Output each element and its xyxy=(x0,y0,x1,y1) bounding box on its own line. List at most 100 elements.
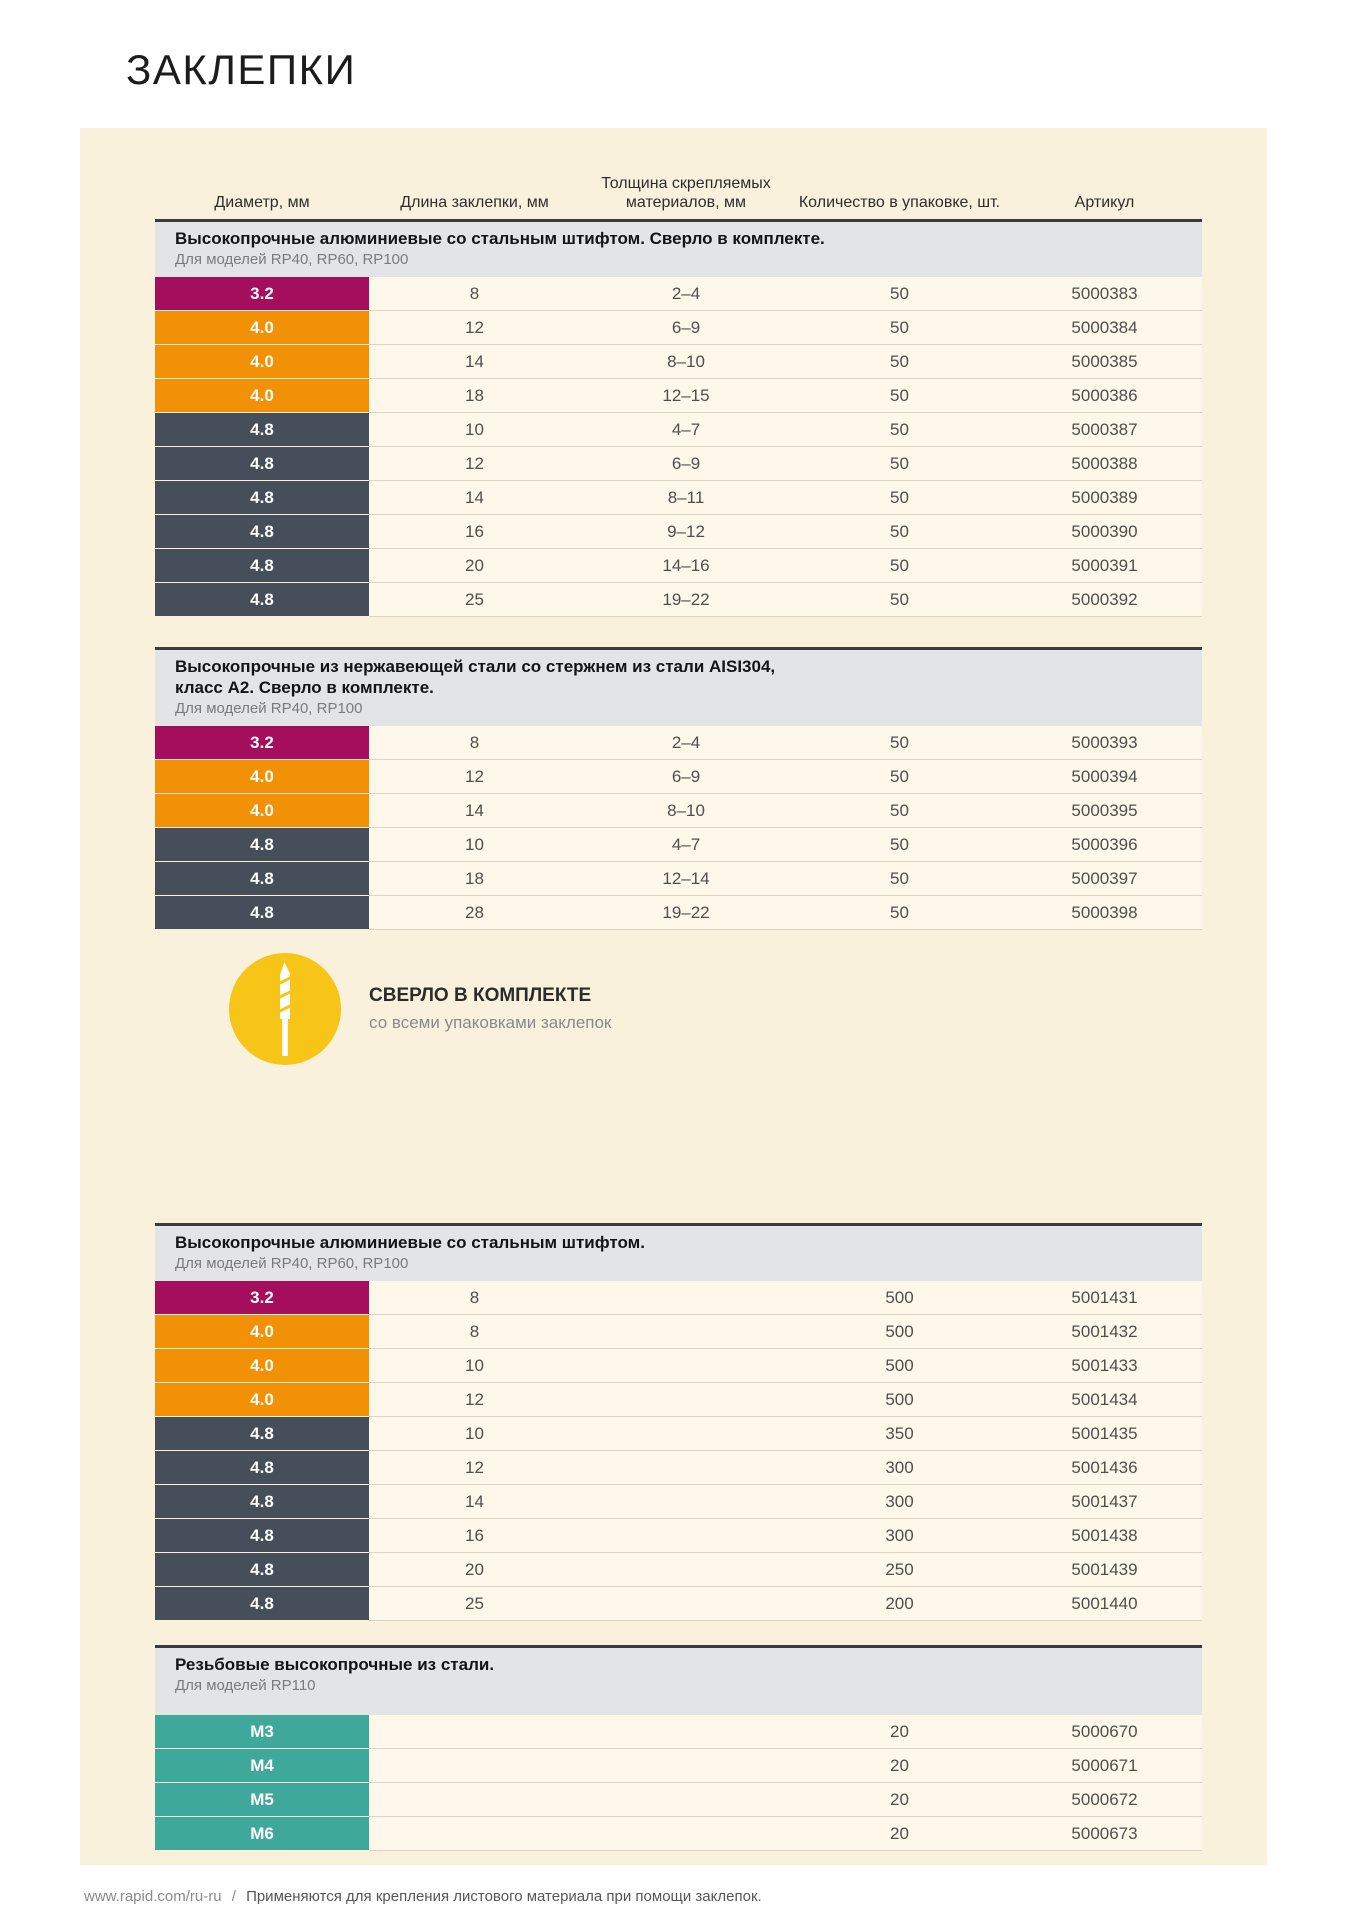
length-cell: 14 xyxy=(369,345,580,379)
length-cell: 14 xyxy=(369,1485,580,1519)
footer-note: Применяются для крепления листового мате… xyxy=(246,1888,762,1905)
section-title: Резьбовые высокопрочные из стали. xyxy=(175,1655,495,1674)
quantity-cell: 50 xyxy=(792,726,1007,760)
length-cell: 20 xyxy=(369,1553,580,1587)
diameter-cell: 3.2 xyxy=(155,277,369,311)
quantity-cell: 500 xyxy=(792,1383,1007,1417)
article-cell: 5000392 xyxy=(1007,583,1202,617)
quantity-cell: 50 xyxy=(792,583,1007,617)
length-cell: 16 xyxy=(369,1519,580,1553)
article-cell: 5000386 xyxy=(1007,379,1202,413)
thickness-cell xyxy=(580,1349,792,1383)
table-row: 4.8 18 12–14 50 5000397 xyxy=(155,862,1202,896)
table-row: 4.8 12 6–9 50 5000388 xyxy=(155,447,1202,481)
thickness-cell: 12–14 xyxy=(580,862,792,896)
diameter-cell: 4.0 xyxy=(155,1315,369,1349)
thickness-cell xyxy=(580,1485,792,1519)
diameter-cell: 4.0 xyxy=(155,1383,369,1417)
section-header-band: Высокопрочные алюминиевые со стальным шт… xyxy=(155,219,1202,277)
table-row: 4.0 18 12–15 50 5000386 xyxy=(155,379,1202,413)
table-row: 4.8 10 4–7 50 5000396 xyxy=(155,828,1202,862)
table-row: M4 20 5000671 xyxy=(155,1749,1202,1783)
diameter-cell: 4.0 xyxy=(155,345,369,379)
diameter-cell: 4.8 xyxy=(155,1587,369,1621)
thickness-cell: 8–10 xyxy=(580,345,792,379)
table-row: 4.0 14 8–10 50 5000395 xyxy=(155,794,1202,828)
article-cell: 5001440 xyxy=(1007,1587,1202,1621)
length-cell xyxy=(369,1817,580,1851)
quantity-cell: 50 xyxy=(792,413,1007,447)
diameter-cell: M3 xyxy=(155,1715,369,1749)
article-cell: 5001431 xyxy=(1007,1281,1202,1315)
section-header-band: Высокопрочные алюминиевые со стальным шт… xyxy=(155,1223,1202,1281)
length-cell: 8 xyxy=(369,726,580,760)
column-header-quantity: Количество в упаковке, шт. xyxy=(798,194,1001,211)
diameter-cell: 4.8 xyxy=(155,549,369,583)
drill-included-callout: СВЕРЛО В КОМПЛЕКТЕ со всеми упаковками з… xyxy=(229,953,1202,1065)
table-row: 4.8 20 14–16 50 5000391 xyxy=(155,549,1202,583)
length-cell: 8 xyxy=(369,1315,580,1349)
diameter-cell: 4.8 xyxy=(155,481,369,515)
quantity-cell: 50 xyxy=(792,379,1007,413)
diameter-cell: 3.2 xyxy=(155,1281,369,1315)
length-cell: 10 xyxy=(369,1349,580,1383)
table-row: 4.8 10 4–7 50 5000387 xyxy=(155,413,1202,447)
callout-subtitle: со всеми упаковками заклепок xyxy=(369,1013,612,1032)
thickness-cell: 2–4 xyxy=(580,277,792,311)
diameter-cell: M4 xyxy=(155,1749,369,1783)
thickness-cell xyxy=(580,1749,792,1783)
thickness-cell: 9–12 xyxy=(580,515,792,549)
table-row: 4.8 28 19–22 50 5000398 xyxy=(155,896,1202,930)
quantity-cell: 50 xyxy=(792,896,1007,930)
table-header-row: Диаметр, мм Длина заклепки, мм Толщина с… xyxy=(155,128,1202,219)
diameter-cell: 4.8 xyxy=(155,1451,369,1485)
table-row: 4.0 8 500 5001432 xyxy=(155,1315,1202,1349)
length-cell: 14 xyxy=(369,481,580,515)
quantity-cell: 20 xyxy=(792,1783,1007,1817)
thickness-cell xyxy=(580,1587,792,1621)
diameter-cell: 4.8 xyxy=(155,515,369,549)
thickness-cell: 6–9 xyxy=(580,311,792,345)
table-row: 4.0 12 6–9 50 5000384 xyxy=(155,311,1202,345)
article-cell: 5001438 xyxy=(1007,1519,1202,1553)
thickness-cell: 4–7 xyxy=(580,828,792,862)
section-rows: 3.2 8 500 5001431 4.0 8 500 5001432 4.0 10 500 5001… xyxy=(155,1281,1202,1621)
table-row: 4.8 25 200 5001440 xyxy=(155,1587,1202,1621)
thickness-cell xyxy=(580,1553,792,1587)
thickness-cell xyxy=(580,1817,792,1851)
table-row: M5 20 5000672 xyxy=(155,1783,1202,1817)
diameter-cell: 4.8 xyxy=(155,447,369,481)
quantity-cell: 50 xyxy=(792,277,1007,311)
length-cell: 12 xyxy=(369,311,580,345)
column-header-diameter: Диаметр, мм xyxy=(214,194,310,211)
article-cell: 5001432 xyxy=(1007,1315,1202,1349)
table-row: 4.0 10 500 5001433 xyxy=(155,1349,1202,1383)
length-cell: 10 xyxy=(369,413,580,447)
article-cell: 5000670 xyxy=(1007,1715,1202,1749)
quantity-cell: 500 xyxy=(792,1315,1007,1349)
length-cell xyxy=(369,1783,580,1817)
article-cell: 5000388 xyxy=(1007,447,1202,481)
quantity-cell: 50 xyxy=(792,311,1007,345)
length-cell: 28 xyxy=(369,896,580,930)
rivet-table: Диаметр, мм Длина заклепки, мм Толщина с… xyxy=(155,128,1202,1851)
section-rows: 3.2 8 2–4 50 5000383 4.0 12 6–9 50 5000384 4.0 14 8–… xyxy=(155,277,1202,617)
length-cell: 25 xyxy=(369,583,580,617)
section-subtitle: Для моделей RP40, RP100 xyxy=(175,700,363,717)
diameter-cell: 4.8 xyxy=(155,1519,369,1553)
table-row: 4.8 16 9–12 50 5000390 xyxy=(155,515,1202,549)
article-cell: 5000397 xyxy=(1007,862,1202,896)
table-row: 3.2 8 2–4 50 5000393 xyxy=(155,726,1202,760)
article-cell: 5000396 xyxy=(1007,828,1202,862)
rivet-table-section: Высокопрочные алюминиевые со стальным шт… xyxy=(155,1223,1202,1621)
article-cell: 5000672 xyxy=(1007,1783,1202,1817)
table-row: 4.8 14 300 5001437 xyxy=(155,1485,1202,1519)
quantity-cell: 50 xyxy=(792,549,1007,583)
diameter-cell: 4.0 xyxy=(155,760,369,794)
diameter-cell: 4.8 xyxy=(155,828,369,862)
diameter-cell: 4.8 xyxy=(155,862,369,896)
rivet-table-section: Высокопрочные из нержавеющей стали со ст… xyxy=(155,647,1202,930)
quantity-cell: 50 xyxy=(792,345,1007,379)
thickness-cell: 4–7 xyxy=(580,413,792,447)
article-cell: 5000384 xyxy=(1007,311,1202,345)
